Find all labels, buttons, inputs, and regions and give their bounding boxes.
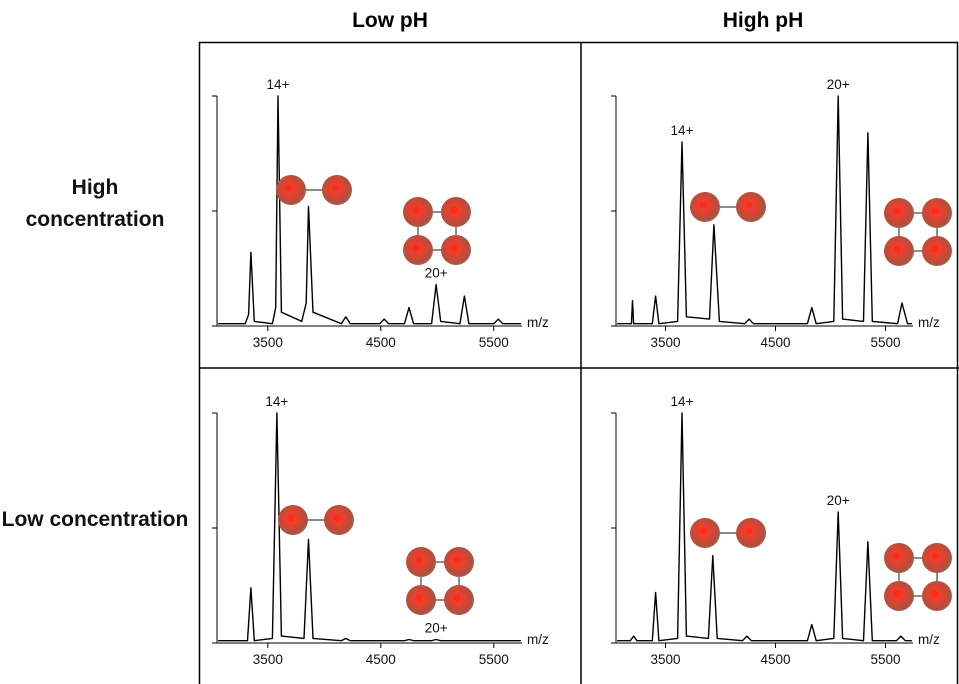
row-header: High concentration [25, 176, 165, 231]
molecule-highlight [931, 590, 939, 598]
x-tick-label: 4500 [760, 652, 790, 667]
x-tick-label: 5500 [479, 335, 509, 350]
molecule-highlight [415, 556, 423, 564]
peak-annotation: 14+ [267, 77, 290, 92]
x-axis-label: m/z [527, 315, 549, 330]
x-tick-label: 5500 [479, 652, 509, 667]
molecule-highlight [333, 514, 341, 522]
molecule-bond [898, 557, 938, 597]
x-axis-label: m/z [918, 315, 940, 330]
dimer-icon [276, 175, 352, 205]
x-tick-label: 3500 [650, 652, 680, 667]
molecule-highlight [893, 552, 901, 560]
molecule-highlight [450, 244, 458, 252]
molecule-bond [898, 212, 938, 252]
molecule-highlight [285, 184, 293, 192]
molecule-highlight [453, 556, 461, 564]
peak-annotation: 20+ [827, 493, 850, 508]
column-header: Low pH [352, 9, 428, 32]
x-tick-label: 4500 [366, 652, 396, 667]
molecule-highlight [931, 207, 939, 215]
spectrum-line [218, 95, 521, 325]
molecule-bond [417, 211, 457, 251]
peak-annotation: 14+ [265, 394, 288, 409]
spectrum-line [617, 412, 912, 642]
dimer-icon [690, 192, 766, 222]
tetramer-icon [884, 543, 952, 611]
molecule-highlight [893, 590, 901, 598]
molecule-highlight [415, 594, 423, 602]
column-header: High pH [723, 9, 803, 32]
peak-annotation: 14+ [671, 123, 694, 138]
molecule-highlight [745, 527, 753, 535]
molecule-highlight [699, 201, 707, 209]
tetramer-icon [403, 197, 471, 265]
molecule-highlight [893, 245, 901, 253]
molecule-highlight [453, 594, 461, 602]
peak-annotation: 20+ [425, 621, 448, 636]
dimer-icon [690, 518, 766, 548]
x-axis-label: m/z [527, 632, 549, 647]
molecule-highlight [893, 207, 901, 215]
molecule-highlight [745, 201, 753, 209]
x-tick-label: 4500 [366, 335, 396, 350]
x-tick-label: 3500 [253, 335, 283, 350]
molecule-highlight [412, 244, 420, 252]
tetramer-icon [884, 198, 952, 266]
molecule-highlight [931, 245, 939, 253]
molecule-bond [420, 561, 460, 601]
peak-annotation: 20+ [425, 266, 448, 281]
molecule-highlight [331, 184, 339, 192]
row-header: Low concentration [1, 508, 189, 531]
molecule-highlight [412, 206, 420, 214]
molecule-highlight [931, 552, 939, 560]
x-tick-label: 5500 [870, 335, 900, 350]
peak-annotation: 14+ [671, 394, 694, 409]
tetramer-icon [406, 547, 474, 615]
dimer-icon [278, 505, 354, 535]
spectrum-line [617, 95, 912, 325]
molecule-highlight [699, 527, 707, 535]
x-axis-label: m/z [918, 632, 940, 647]
grid-frame [198, 41, 959, 684]
molecule-highlight [287, 514, 295, 522]
molecule-highlight [450, 206, 458, 214]
spectrum-line [218, 412, 521, 642]
x-tick-label: 4500 [760, 335, 790, 350]
x-tick-label: 3500 [253, 652, 283, 667]
x-tick-label: 5500 [870, 652, 900, 667]
x-tick-label: 3500 [650, 335, 680, 350]
peak-annotation: 20+ [827, 77, 850, 92]
